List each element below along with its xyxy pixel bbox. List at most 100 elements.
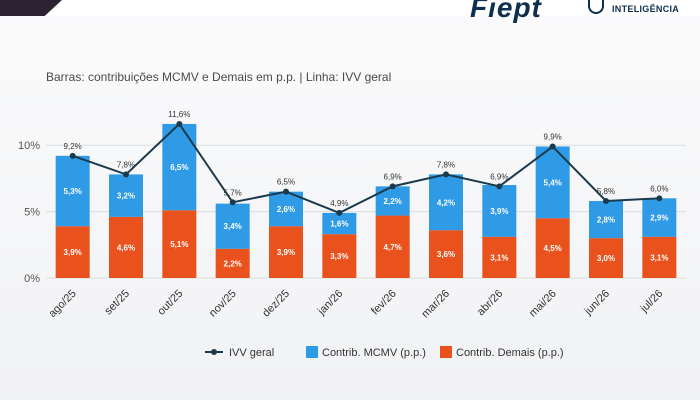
bar-demais (482, 236, 517, 278)
bar-demais (589, 238, 623, 278)
bar-demais-label: 3,9% (64, 248, 82, 257)
legend-mcmv-label: Contrib. MCMV (p.p.) (322, 347, 426, 359)
y-tick-label: 0% (24, 273, 40, 285)
bar-mcmv (55, 155, 90, 227)
ivv-point (549, 143, 556, 150)
legend-ivv-marker (211, 349, 217, 355)
x-tick-label: jul/26 (638, 288, 666, 316)
bar-demais-label: 3,6% (437, 250, 455, 259)
ivv-line (72, 122, 660, 215)
x-tick-label: mai/26 (527, 288, 559, 320)
bar-demais-label: 5,1% (170, 240, 188, 249)
chart-subtitle: Barras: contribuições MCMV e Demais em p… (46, 70, 392, 84)
bar-demais (215, 248, 250, 278)
ivv-point (176, 120, 183, 127)
ivv-label: 6,9% (384, 172, 402, 181)
bar-mcmv (589, 200, 623, 239)
bar-mcmv-label: 5,4% (544, 178, 562, 187)
ivv-label: 6,0% (650, 184, 668, 193)
line-layer (69, 120, 663, 216)
legend-demais-label: Contrib. Demais (p.p.) (456, 347, 564, 359)
bar-mcmv (162, 123, 197, 211)
ivv-point (283, 188, 289, 195)
bar-demais-label: 3,0% (597, 254, 615, 263)
labels-layer: 3,9% 5,3% 4,6% 3,2% 5,1% 6,5% 2,2% 3,4% 3,9% 2,6%… (64, 110, 669, 268)
header-corner-decoration (0, 0, 62, 16)
bar-mcmv-label: 2,2% (384, 197, 402, 206)
x-tick-label: nov/25 (207, 288, 239, 320)
bar-mcmv-label: 2,6% (277, 205, 295, 214)
y-tick-label: 10% (18, 140, 40, 152)
bar-demais-label: 3,9% (277, 248, 295, 257)
brand-logo-text: Fiept (470, 0, 542, 23)
bar-demais (642, 236, 677, 278)
x-tick-label: jun/26 (582, 288, 612, 318)
ivv-label: 9,9% (544, 133, 562, 142)
bar-mcmv-label: 3,9% (490, 207, 508, 216)
ivv-point (229, 199, 236, 206)
x-tick-label: set/25 (102, 288, 132, 318)
ivv-label: 6,9% (490, 172, 508, 181)
ivv-label: 9,2% (64, 142, 82, 151)
legend-ivv-label: IVV geral (229, 347, 274, 359)
ivv-label: 5,8% (597, 187, 615, 196)
bar-demais-label: 4,7% (384, 243, 402, 252)
ivv-point (389, 183, 396, 190)
ivv-point (123, 171, 129, 178)
grid-layer (46, 144, 686, 279)
bar-mcmv (109, 174, 143, 217)
bulb-icon (588, 0, 604, 14)
x-tick-label: mar/26 (419, 288, 452, 321)
bar-mcmv (269, 191, 303, 227)
ivv-label: 7,8% (437, 160, 455, 169)
bar-mcmv-label: 6,5% (170, 163, 188, 172)
bar-mcmv-label: 2,8% (597, 216, 615, 225)
bar-demais-label: 4,5% (544, 244, 562, 253)
ivv-point (656, 195, 663, 202)
x-tick-label: ago/25 (47, 288, 79, 320)
brand-band (0, 0, 700, 16)
bar-mcmv-label: 1,6% (330, 220, 348, 229)
bar-demais-label: 3,1% (650, 253, 668, 262)
ivv-point (69, 152, 76, 159)
y-tick-label: 5% (24, 207, 40, 219)
bar-mcmv (482, 185, 517, 237)
x-tick-label: dez/25 (260, 288, 292, 320)
x-tick-label: jan/26 (315, 288, 345, 318)
ivv-label: 7,8% (117, 160, 135, 169)
ivv-point (336, 209, 343, 216)
ivv-point (496, 183, 503, 190)
bar-mcmv (429, 174, 463, 231)
ivv-point (443, 171, 449, 178)
bar-demais (109, 216, 143, 278)
bar-mcmv-label: 3,4% (224, 222, 242, 231)
bar-mcmv (642, 198, 677, 237)
bar-mcmv-label: 5,3% (64, 187, 82, 196)
bar-demais (269, 226, 303, 278)
bar-demais-label: 3,1% (490, 253, 508, 262)
x-tick-label: abr/26 (475, 288, 506, 319)
brand-subtitle: INTELIGÊNCIA (612, 4, 680, 14)
bar-mcmv-label: 3,2% (117, 192, 135, 201)
bar-demais (375, 215, 410, 278)
bar-mcmv-label: 4,2% (437, 198, 455, 207)
bars-layer (55, 123, 677, 278)
bar-mcmv (215, 203, 250, 249)
bar-demais-label: 3,3% (330, 252, 348, 261)
ivv-label: 6,5% (277, 178, 295, 187)
legend-mcmv-swatch (306, 346, 318, 358)
bar-demais (429, 230, 463, 278)
legend: IVV geral Contrib. MCMV (p.p.) Contrib. De… (205, 346, 564, 359)
ivv-label: 4,9% (330, 199, 348, 208)
bar-demais (322, 234, 357, 278)
ivv-point (603, 197, 609, 204)
ivv-label: 11,6% (168, 110, 190, 119)
bar-demais-label: 4,6% (117, 243, 135, 252)
bar-demais (535, 218, 570, 278)
x-tick-label: out/25 (155, 288, 185, 318)
ivv-label: 5,7% (224, 188, 242, 197)
legend-demais-swatch (440, 346, 452, 358)
bar-demais (162, 210, 197, 278)
x-tick-label: fev/26 (369, 288, 399, 318)
